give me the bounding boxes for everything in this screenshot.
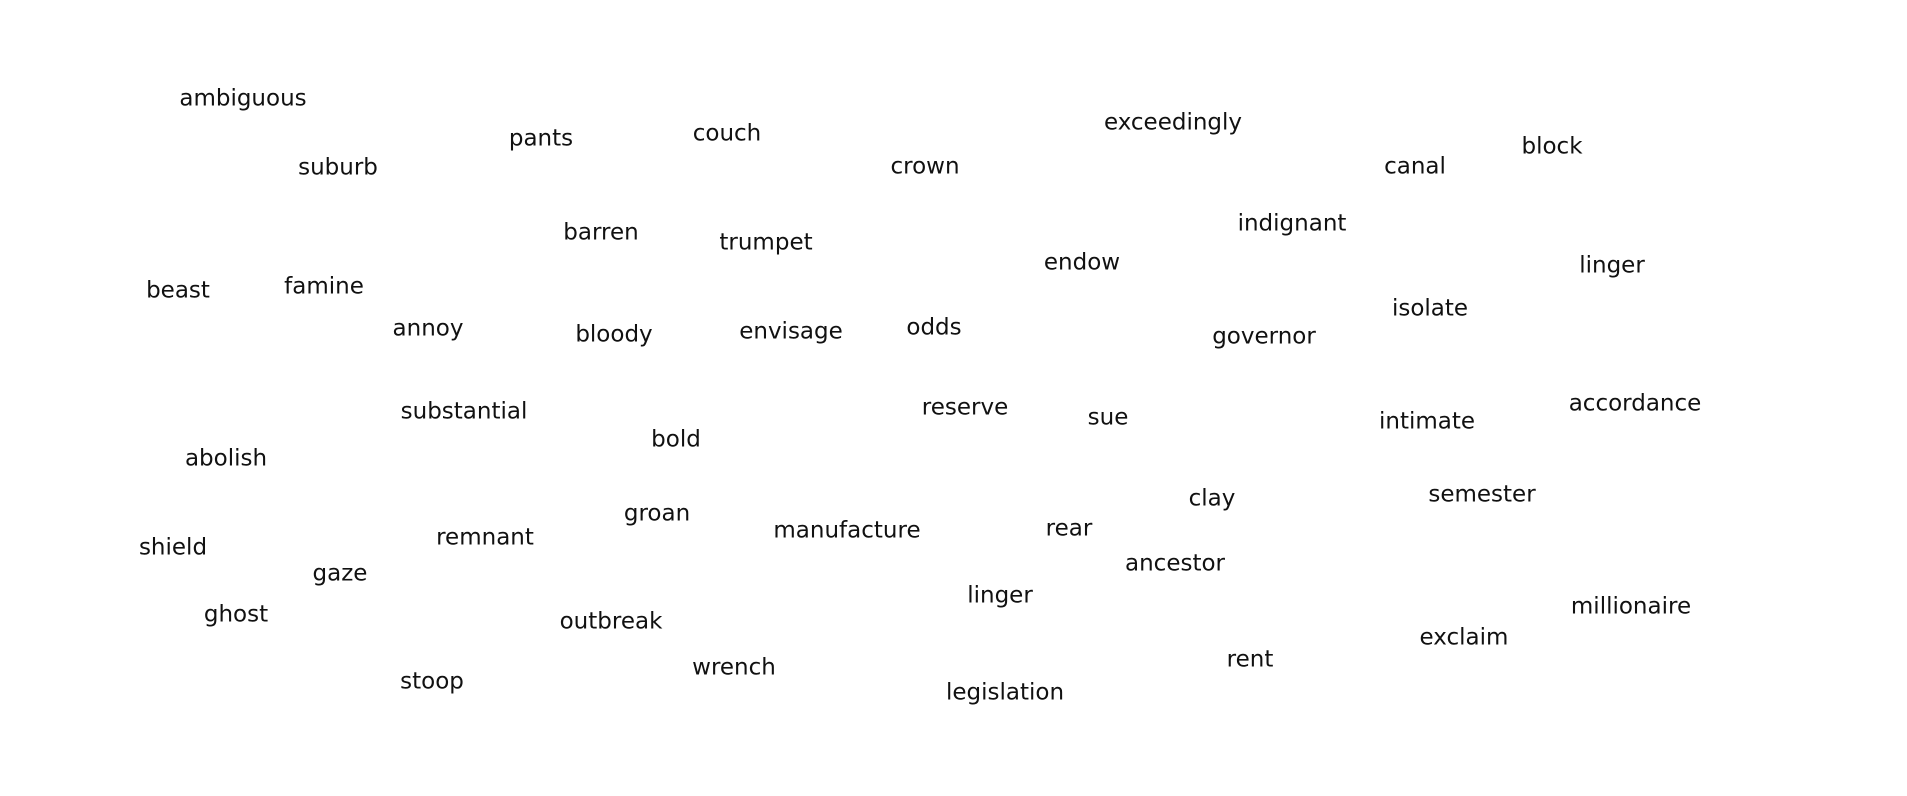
word-label: millionaire: [1570, 593, 1692, 620]
word-label: gaze: [312, 560, 368, 587]
word-label: endow: [1043, 249, 1121, 276]
word-label: bloody: [575, 321, 653, 348]
word-label: exclaim: [1419, 624, 1509, 651]
word-label: famine: [284, 273, 364, 300]
word-label: suburb: [298, 154, 378, 181]
word-label: stoop: [400, 668, 464, 695]
word-label: crown: [890, 153, 960, 180]
word-label: linger: [967, 582, 1033, 609]
word-label: beast: [146, 277, 210, 304]
word-label: remnant: [436, 524, 534, 551]
word-label: accordance: [1568, 390, 1702, 417]
word-label: annoy: [392, 315, 464, 342]
word-label: semester: [1428, 481, 1536, 508]
word-label: abolish: [184, 445, 268, 472]
word-label: reserve: [921, 394, 1009, 421]
word-label: governor: [1212, 323, 1316, 350]
word-label: exceedingly: [1103, 109, 1243, 136]
word-label: rent: [1226, 646, 1274, 673]
word-label: clay: [1188, 485, 1236, 512]
word-label: outbreak: [559, 608, 663, 635]
word-label: ghost: [203, 601, 269, 628]
word-label: trumpet: [719, 229, 813, 256]
word-label: block: [1521, 133, 1583, 160]
word-label: barren: [563, 219, 639, 246]
word-label: linger: [1579, 252, 1645, 279]
word-label: indignant: [1237, 210, 1347, 237]
word-label: bold: [651, 426, 701, 453]
word-label: manufacture: [773, 517, 921, 544]
word-label: shield: [138, 534, 208, 561]
word-label: isolate: [1391, 295, 1469, 322]
word-label: intimate: [1378, 408, 1476, 435]
word-label: ancestor: [1125, 550, 1225, 577]
word-label: couch: [692, 120, 762, 147]
word-label: canal: [1384, 153, 1446, 180]
word-label: legislation: [945, 679, 1065, 706]
word-label: envisage: [739, 318, 843, 345]
word-label: groan: [623, 500, 691, 527]
word-label: sue: [1087, 404, 1129, 431]
word-label: ambiguous: [179, 85, 307, 112]
word-label: substantial: [400, 398, 528, 425]
word-label: rear: [1045, 515, 1093, 542]
word-label: wrench: [692, 654, 776, 681]
word-label: pants: [508, 125, 574, 152]
word-label: odds: [906, 314, 962, 341]
